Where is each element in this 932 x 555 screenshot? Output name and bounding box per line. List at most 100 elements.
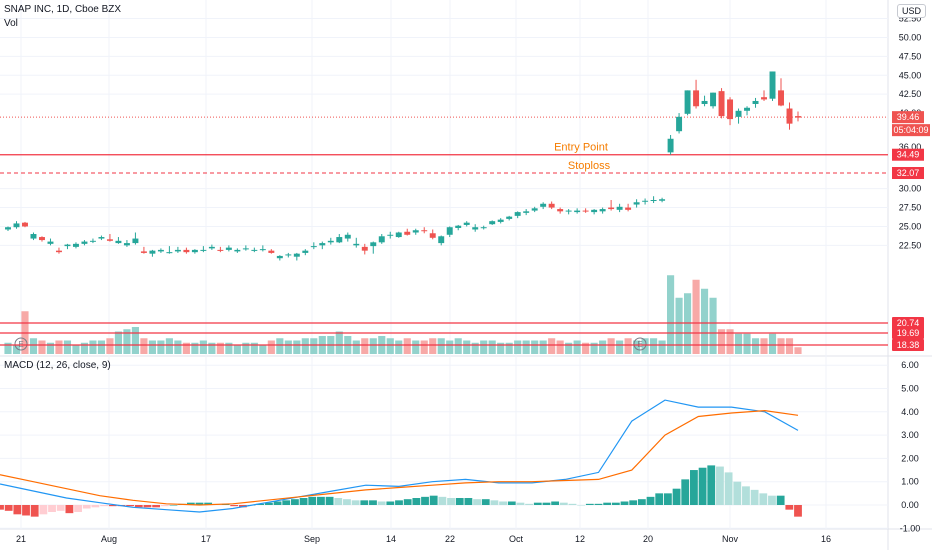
- vol-label[interactable]: Vol: [4, 18, 18, 29]
- price-tick-label: 50.00: [899, 32, 922, 42]
- main-legend: SNAP INC, 1D, Cboe BZX: [4, 4, 125, 15]
- candle-body: [718, 91, 725, 117]
- countdown-label: 05:04:09: [893, 125, 928, 135]
- candle-body: [81, 241, 88, 244]
- macd-hist-bar: [412, 498, 421, 505]
- volume-bar: [361, 338, 369, 354]
- candle-body: [642, 200, 649, 202]
- countdown-tag: [892, 124, 930, 137]
- volume-bar: [726, 329, 734, 354]
- macd-hist-bar: [299, 498, 308, 505]
- stoploss-price-label: 32.07: [897, 168, 920, 178]
- candle-body: [387, 234, 394, 236]
- macd-hist-bar: [742, 486, 750, 505]
- macd-hist-bar: [351, 500, 360, 505]
- macd-hist-bar: [620, 501, 629, 505]
- candle-body: [795, 116, 801, 118]
- volume-bar: [182, 342, 190, 354]
- candle-body: [22, 222, 28, 227]
- volume-bar: [29, 338, 38, 354]
- volume-bar: [403, 338, 411, 354]
- candle-body: [506, 216, 513, 219]
- candle-body: [523, 211, 530, 213]
- volume-bar: [582, 342, 590, 354]
- candle-body: [293, 253, 300, 257]
- volume-bar: [675, 297, 683, 354]
- macd-tick-label: 4.00: [901, 407, 919, 417]
- macd-hist-bar: [22, 505, 30, 516]
- volume-bar: [471, 342, 479, 354]
- macd-hist-bar: [308, 496, 317, 505]
- macd-hist-bar: [533, 502, 542, 505]
- candle-body: [174, 249, 181, 252]
- volume-bar: [310, 338, 318, 354]
- macd-hist-bar: [655, 493, 664, 505]
- candle-body: [251, 249, 258, 251]
- macd-hist-bar: [585, 503, 594, 505]
- volume-bar: [131, 327, 139, 354]
- candle-body: [591, 209, 598, 213]
- candle-body: [599, 209, 606, 212]
- x-tick-label: 16: [821, 534, 831, 544]
- candle-body: [157, 249, 164, 252]
- candle-body: [540, 203, 547, 207]
- candle-body: [336, 237, 343, 243]
- macd-hist-bar: [48, 505, 56, 512]
- macd-hist-bar: [473, 499, 481, 505]
- volume-bar: [4, 342, 12, 354]
- macd-hist-bar: [395, 500, 403, 505]
- macd-tick-label: 2.00: [901, 453, 919, 463]
- candle-body: [225, 247, 232, 250]
- volume-bar: [12, 345, 21, 354]
- macd-hist-bar: [74, 505, 82, 512]
- macd-label[interactable]: MACD (12, 26, close, 9): [4, 360, 111, 371]
- volume-bar: [734, 333, 743, 354]
- volume-bar: [565, 342, 573, 354]
- currency-badge[interactable]: USD: [896, 4, 926, 18]
- candle-body: [47, 241, 54, 244]
- candle-body: [123, 243, 130, 246]
- stoploss-label: Stoploss: [568, 160, 611, 172]
- macd-hist-bar: [507, 501, 516, 505]
- macd-hist-bar: [690, 470, 698, 505]
- volume-bar: [157, 340, 165, 354]
- volume-bar: [140, 338, 148, 354]
- volume-bar: [497, 342, 505, 354]
- symbol-title[interactable]: SNAP INC, 1D, Cboe BZX: [4, 4, 122, 15]
- volume-bar: [633, 340, 641, 354]
- macd-hist-bar: [490, 500, 499, 505]
- candle-body: [438, 236, 445, 244]
- candle-body: [574, 210, 581, 213]
- candle-body: [404, 231, 411, 235]
- price-tick-label: 22.50: [899, 240, 922, 250]
- x-tick-label: 12: [575, 534, 585, 544]
- macd-hist-bar: [707, 465, 716, 505]
- macd-hist-bar: [230, 505, 239, 507]
- volume-bar: [199, 340, 207, 354]
- macd-hist-bar: [481, 499, 490, 505]
- volume-bar: [607, 338, 615, 354]
- macd-tick-label: 5.00: [901, 384, 919, 394]
- price-tick-label: 36.00: [899, 142, 922, 152]
- macd-hist-bar: [516, 502, 525, 505]
- macd-hist-bar: [447, 498, 455, 505]
- macd-hist-bar: [733, 481, 742, 505]
- macd-hist-bar: [525, 503, 534, 505]
- macd-hist-bar: [768, 495, 776, 505]
- macd-hist-bar: [681, 479, 690, 505]
- volume-bar: [785, 338, 794, 354]
- x-tick-label: Oct: [509, 534, 524, 544]
- volume-bar: [335, 331, 343, 354]
- price-tick-label: 25.00: [899, 221, 922, 231]
- candle-body: [13, 223, 20, 228]
- volume-bar: [505, 342, 513, 354]
- macd-hist-bar: [403, 499, 412, 505]
- candle-body: [582, 210, 589, 212]
- price-tick-label: 42.50: [899, 89, 922, 99]
- x-tick-label: 17: [201, 534, 211, 544]
- entry-price-label: 34.49: [897, 150, 920, 160]
- candle-body: [276, 255, 283, 259]
- volume-bar: [624, 338, 632, 354]
